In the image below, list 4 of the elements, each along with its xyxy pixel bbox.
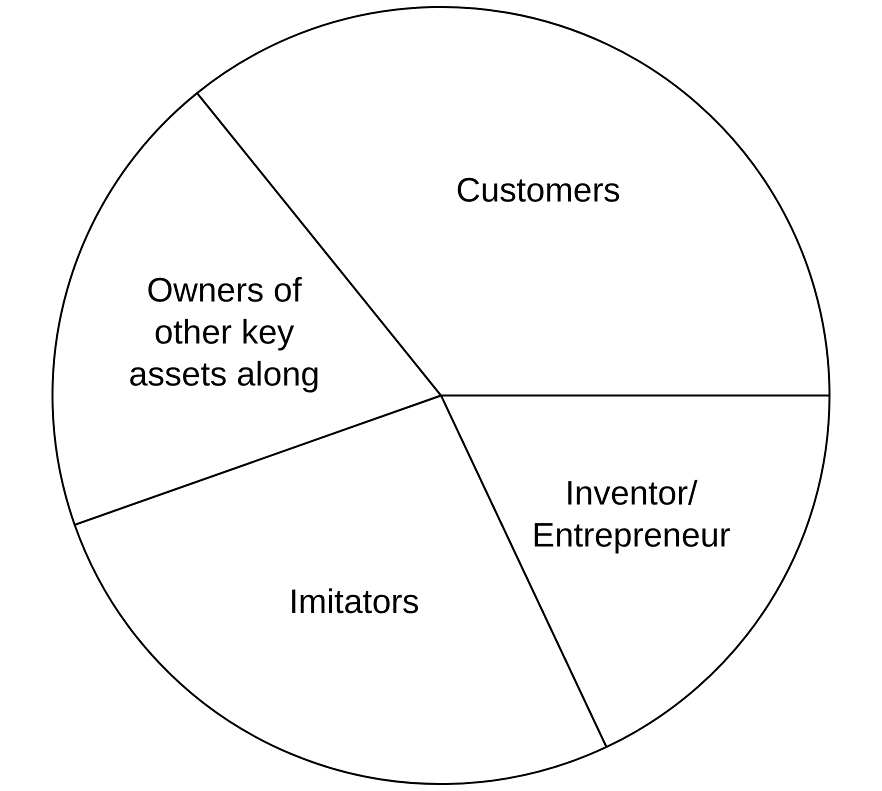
slice-label: Owners of other key assets along — [128, 271, 320, 394]
slice-label: Inventor/ Entrepreneur — [532, 474, 730, 555]
slice-label: Customers — [456, 172, 620, 210]
slice-label: Imitators — [288, 582, 420, 621]
